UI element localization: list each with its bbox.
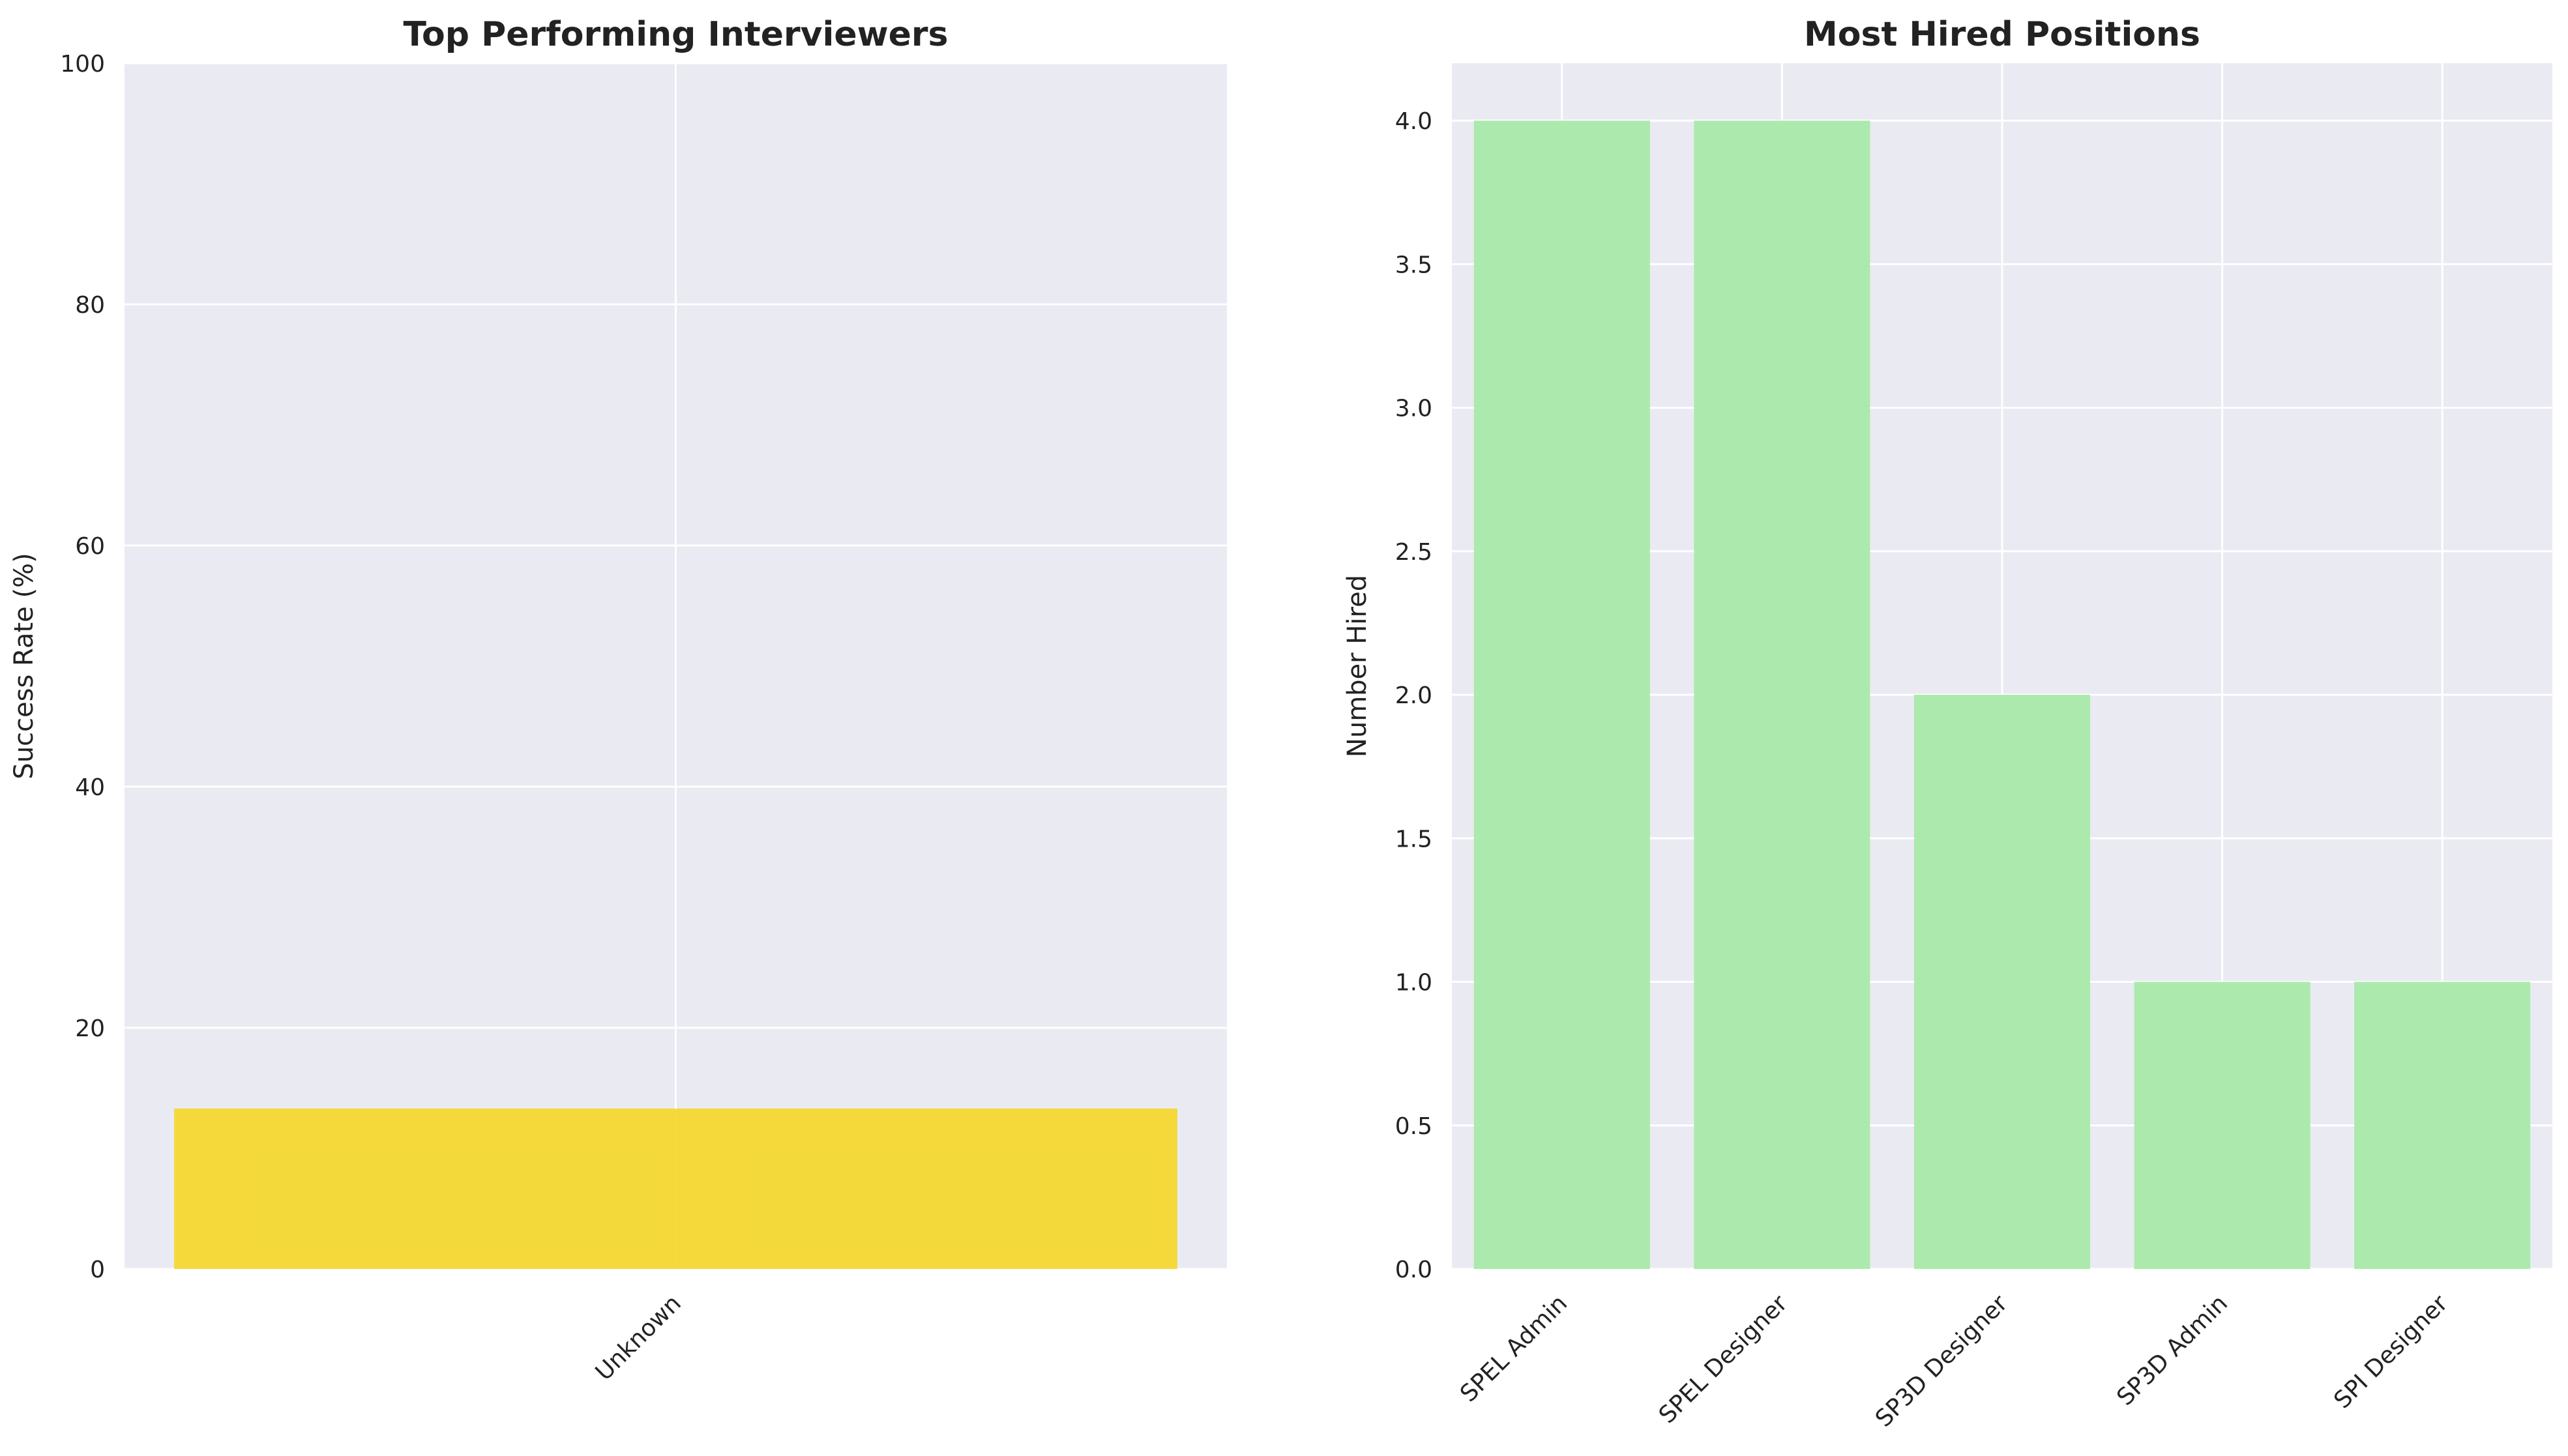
y-tick-label: 100 bbox=[60, 51, 105, 78]
x-tick-label: SPEL Designer bbox=[1654, 1290, 1793, 1429]
bars bbox=[1473, 121, 2531, 1270]
y-tick-label: 0 bbox=[90, 1257, 105, 1283]
y-tick-labels: 0.0 0.5 1.0 1.5 2.0 2.5 3.0 3.5 4.0 bbox=[1395, 108, 1432, 1283]
y-tick-label: 2.5 bbox=[1395, 539, 1432, 566]
y-tick-label: 1.5 bbox=[1395, 826, 1432, 852]
y-axis-label: Success Rate (%) bbox=[9, 553, 39, 779]
bar bbox=[2354, 982, 2531, 1269]
y-tick-label: 3.5 bbox=[1395, 252, 1432, 278]
x-tick-labels: SPEL Admin SPEL Designer SP3D Designer SP3D… bbox=[1455, 1290, 2453, 1433]
x-tick-labels: Unknown bbox=[591, 1290, 686, 1386]
x-tick-label: SP3D Admin bbox=[2112, 1290, 2233, 1411]
y-tick-label: 4.0 bbox=[1395, 108, 1432, 135]
x-tick-label: Unknown bbox=[591, 1290, 686, 1386]
y-tick-label: 80 bbox=[75, 292, 105, 319]
interviewers-chart: 0 20 40 60 80 100 Unknown Top Performing Inte… bbox=[9, 15, 1227, 1386]
bars bbox=[174, 1108, 1177, 1269]
y-tick-label: 20 bbox=[75, 1015, 105, 1042]
bar bbox=[1473, 121, 1650, 1270]
bar bbox=[174, 1108, 1177, 1269]
y-tick-label: 2.0 bbox=[1395, 682, 1432, 709]
y-tick-label: 0.0 bbox=[1395, 1257, 1432, 1283]
bar bbox=[1913, 695, 2091, 1269]
y-tick-label: 40 bbox=[75, 774, 105, 801]
x-tick-label: SPEL Admin bbox=[1455, 1290, 1572, 1407]
y-tick-label: 60 bbox=[75, 533, 105, 560]
y-axis-label: Number Hired bbox=[1342, 575, 1372, 757]
x-tick-label: SP3D Designer bbox=[1870, 1290, 2013, 1433]
y-tick-label: 1.0 bbox=[1395, 970, 1432, 997]
y-tick-label: 0.5 bbox=[1395, 1113, 1432, 1140]
chart-title: Top Performing Interviewers bbox=[403, 15, 948, 54]
y-tick-labels: 0 20 40 60 80 100 bbox=[60, 51, 105, 1283]
y-tick-label: 3.0 bbox=[1395, 396, 1432, 422]
x-tick-label: SPI Designer bbox=[2329, 1290, 2453, 1414]
bar bbox=[2134, 982, 2310, 1269]
positions-chart: 0.00.51.01.52.02.53.03.54.0 SPEL Admin SP… bbox=[1342, 15, 2552, 1433]
chart-title: Most Hired Positions bbox=[1804, 15, 2200, 54]
bar bbox=[1694, 121, 1870, 1270]
